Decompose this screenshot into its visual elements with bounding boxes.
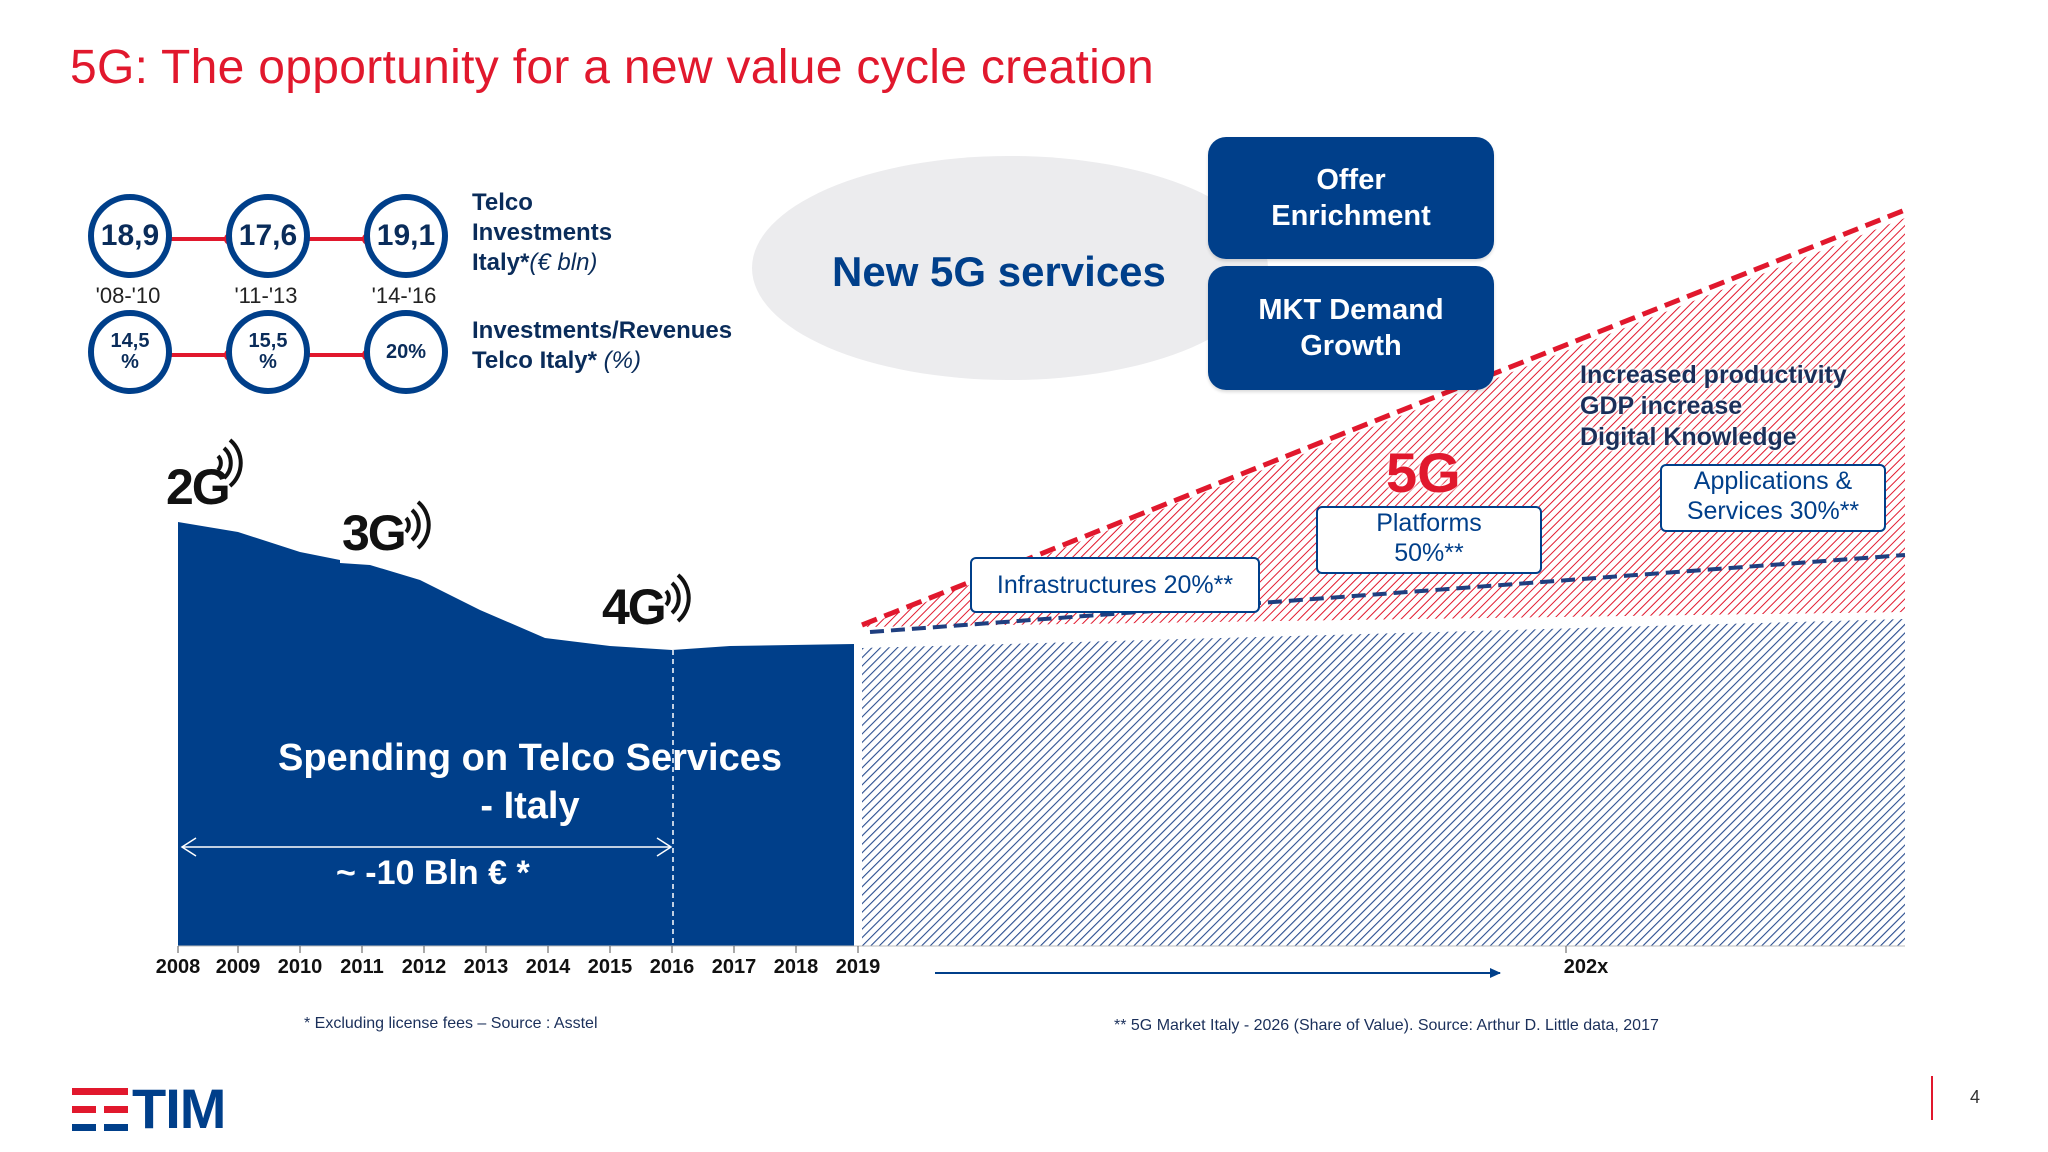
tim-logo-text: TIM xyxy=(132,1077,226,1140)
x-tick-label: 2015 xyxy=(587,956,633,978)
applications-callout: Applications & Services 30%** xyxy=(1660,464,1886,532)
x-axis-ticks xyxy=(177,946,1567,953)
kpi-investment-08-10: 18,9 xyxy=(88,194,172,278)
label-5g: 5G xyxy=(1386,441,1461,504)
x-tick-label: 2010 xyxy=(277,956,323,978)
kpi-ratio-14-16: 20% xyxy=(364,310,448,394)
page-number: 4 xyxy=(1970,1087,1981,1107)
kpi-investment-14-16: 19,1 xyxy=(364,194,448,278)
kpi-connectors xyxy=(170,237,368,357)
period-14-16: '14-'16 xyxy=(371,283,437,308)
signal-waves-4g-icon xyxy=(664,573,691,623)
x-tick-label: 2008 xyxy=(155,956,201,978)
x-tick-label-future: 202x xyxy=(1563,956,1609,978)
investments-label: Telco Investments Italy*(€ bln) xyxy=(472,189,613,276)
period-08-10: '08-'10 xyxy=(95,283,161,308)
new-services-ellipse xyxy=(752,156,1268,380)
x-tick-label: 2009 xyxy=(215,956,261,978)
infrastructures-callout: Infrastructures 20%** xyxy=(970,557,1260,613)
offer-enrichment-box: Offer Enrichment xyxy=(1208,137,1494,259)
kpi-ratio-11-13: 15,5 % xyxy=(226,310,310,394)
impacts-list: Increased productivity GDP increase Digi… xyxy=(1580,360,1847,453)
x-tick-label: 2013 xyxy=(463,956,509,978)
mkt-demand-growth-box: MKT Demand Growth xyxy=(1208,266,1494,390)
impact-gdp: GDP increase xyxy=(1580,392,1743,420)
future-blue-area xyxy=(862,619,1905,946)
page-title: 5G: The opportunity for a new value cycl… xyxy=(70,41,1155,94)
impact-productivity: Increased productivity xyxy=(1580,361,1847,389)
5g-growth-line xyxy=(861,207,1906,628)
x-tick-label: 2019 xyxy=(835,956,881,978)
platforms-split-line xyxy=(869,553,1906,634)
spending-area xyxy=(178,522,854,946)
footnote-right: ** 5G Market Italy - 2026 (Share of Valu… xyxy=(1114,1017,1659,1034)
x-tick-label: 2014 xyxy=(525,956,571,978)
ratio-label: Investments/Revenues Telco Italy* (%) xyxy=(472,317,733,374)
platforms-callout: Platforms 50%** xyxy=(1316,506,1542,574)
footnote-left: * Excluding license fees – Source : Asst… xyxy=(304,1015,598,1032)
label-3g: 3G xyxy=(342,505,407,561)
label-4g: 4G xyxy=(602,579,667,635)
signal-waves-2g-icon xyxy=(216,438,243,488)
signal-waves-3g-icon xyxy=(404,500,431,550)
x-tick-label: 2011 xyxy=(340,956,384,978)
label-2g: 2G xyxy=(166,459,231,515)
spending-label: Spending on Telco Services - Italy xyxy=(278,737,782,827)
x-tick-label: 2018 xyxy=(773,956,819,978)
spending-delta: ~ -10 Bln € * xyxy=(336,854,530,892)
x-tick-label: 2016 xyxy=(649,956,695,978)
new-5g-services-label: New 5G services xyxy=(832,248,1166,295)
tim-logo-icon xyxy=(72,1088,128,1131)
5g-red-area xyxy=(862,218,1905,627)
kpi-ratio-08-10: 14,5 % xyxy=(88,310,172,394)
impact-digital-knowledge: Digital Knowledge xyxy=(1580,423,1797,451)
kpi-investment-11-13: 17,6 xyxy=(226,194,310,278)
x-tick-label: 2017 xyxy=(711,956,757,978)
period-11-13: '11-'13 xyxy=(234,283,298,308)
x-tick-label: 2012 xyxy=(401,956,447,978)
